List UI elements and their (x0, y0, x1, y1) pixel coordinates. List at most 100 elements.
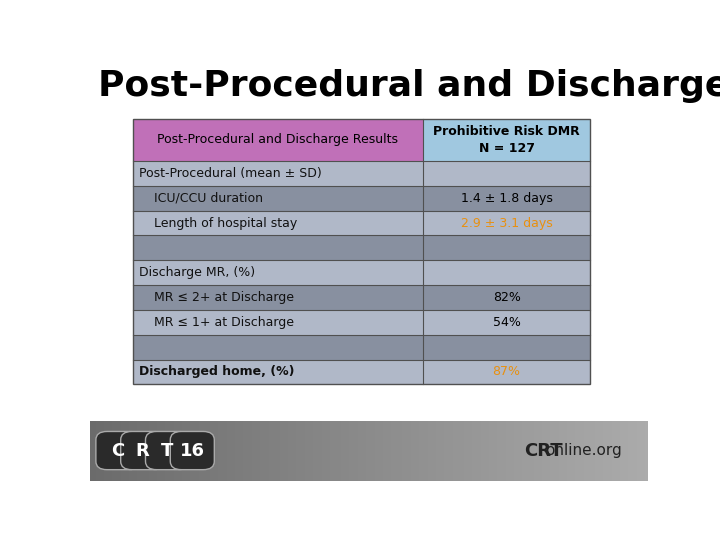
Bar (182, 421, 185, 481)
Bar (615, 421, 617, 481)
Bar (539, 421, 542, 481)
Bar (132, 421, 135, 481)
Bar (199, 421, 202, 481)
Bar (517, 421, 520, 481)
Bar (520, 421, 523, 481)
Bar (151, 421, 154, 481)
Bar (464, 421, 467, 481)
Bar (423, 260, 590, 285)
Bar (438, 421, 441, 481)
Bar (115, 421, 118, 481)
Bar (224, 421, 227, 481)
Bar (316, 421, 319, 481)
Bar (534, 421, 536, 481)
Bar (606, 421, 609, 481)
Bar (550, 421, 553, 481)
Bar (260, 421, 263, 481)
Bar (358, 421, 361, 481)
Bar (637, 421, 639, 481)
Bar (547, 421, 550, 481)
Bar (349, 421, 352, 481)
Bar (132, 235, 423, 260)
Bar (374, 421, 377, 481)
Bar (101, 421, 104, 481)
Bar (99, 421, 101, 481)
Bar (593, 421, 595, 481)
Bar (408, 421, 411, 481)
Bar (394, 421, 397, 481)
Bar (190, 421, 193, 481)
Bar (93, 421, 96, 481)
Bar (369, 421, 372, 481)
Bar (590, 421, 593, 481)
FancyBboxPatch shape (145, 431, 189, 470)
Bar (423, 161, 590, 186)
Bar (416, 421, 419, 481)
Bar (263, 421, 266, 481)
Bar (526, 421, 528, 481)
Bar (402, 421, 405, 481)
Bar (364, 421, 366, 481)
Bar (453, 421, 456, 481)
Bar (645, 421, 648, 481)
Text: Post-Procedural and Discharge Results: Post-Procedural and Discharge Results (158, 133, 398, 146)
Bar (319, 421, 322, 481)
Bar (104, 421, 107, 481)
Bar (305, 421, 307, 481)
Bar (160, 421, 163, 481)
Bar (483, 421, 486, 481)
Bar (132, 335, 423, 360)
Text: MR ≤ 2+ at Discharge: MR ≤ 2+ at Discharge (154, 291, 294, 304)
Bar (444, 421, 447, 481)
Bar (145, 421, 148, 481)
Bar (249, 421, 252, 481)
Bar (277, 421, 280, 481)
Text: 87%: 87% (492, 366, 521, 379)
Bar (423, 235, 590, 260)
Bar (478, 421, 481, 481)
FancyBboxPatch shape (171, 431, 215, 470)
Bar (447, 421, 450, 481)
Bar (333, 421, 336, 481)
Bar (280, 421, 282, 481)
Bar (246, 421, 249, 481)
Bar (171, 421, 174, 481)
Bar (587, 421, 590, 481)
Bar (469, 421, 472, 481)
Bar (143, 421, 145, 481)
Bar (545, 421, 547, 481)
Bar (423, 310, 590, 335)
Bar (112, 421, 115, 481)
Bar (132, 161, 423, 186)
Bar (609, 421, 612, 481)
Bar (514, 421, 517, 481)
Bar (423, 360, 590, 384)
Text: Prohibitive Risk DMR
N = 127: Prohibitive Risk DMR N = 127 (433, 125, 580, 155)
Bar (252, 421, 255, 481)
Bar (600, 421, 603, 481)
Bar (154, 421, 157, 481)
Bar (207, 421, 210, 481)
Bar (121, 421, 124, 481)
Bar (511, 421, 514, 481)
Bar (240, 421, 243, 481)
Bar (413, 421, 416, 481)
Bar (124, 421, 126, 481)
Bar (392, 421, 394, 481)
Bar (338, 421, 341, 481)
Bar (330, 421, 333, 481)
Bar (428, 421, 431, 481)
Bar (266, 421, 269, 481)
Text: Post-Procedural (mean ± SD): Post-Procedural (mean ± SD) (139, 167, 322, 180)
Bar (436, 421, 438, 481)
Text: 54%: 54% (492, 316, 521, 329)
Bar (138, 421, 140, 481)
Bar (380, 421, 383, 481)
Bar (397, 421, 400, 481)
Bar (302, 421, 305, 481)
Bar (324, 421, 327, 481)
Bar (322, 421, 324, 481)
Text: C: C (112, 442, 125, 460)
Bar (498, 421, 500, 481)
Bar (556, 421, 559, 481)
